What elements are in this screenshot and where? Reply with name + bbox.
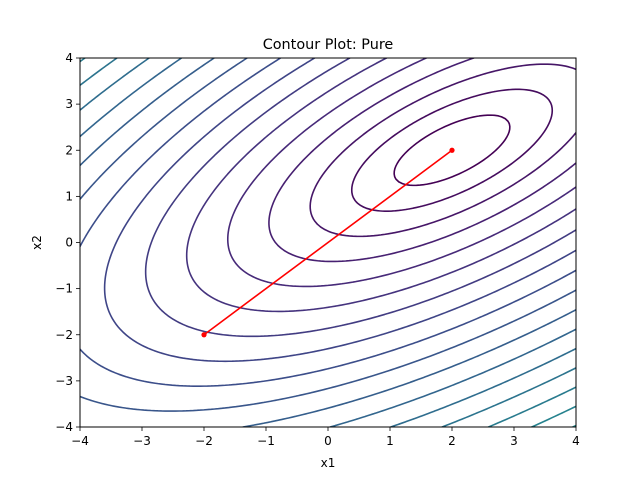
path-line — [203, 149, 453, 336]
y-tick-label: −4 — [55, 420, 73, 434]
y-axis-title: x2 — [30, 235, 44, 250]
contour-level-line — [144, 58, 576, 338]
x-tick-label: 1 — [386, 434, 394, 448]
contour-level-line — [268, 58, 576, 263]
y-axis: −4 −3 −2 −1 0 1 2 3 4 — [55, 51, 80, 434]
contour-level-line — [80, 58, 576, 427]
y-tick-label: 3 — [65, 97, 73, 111]
contour-level-line — [80, 58, 576, 427]
x-tick-label: −3 — [133, 434, 151, 448]
x-tick-label: −2 — [195, 434, 213, 448]
contour-level-line — [530, 405, 576, 427]
x-tick-label: 2 — [448, 434, 456, 448]
x-tick-label: 4 — [572, 434, 580, 448]
contour-level-line — [80, 58, 576, 412]
path-point — [201, 332, 207, 338]
x-tick-label: 0 — [324, 434, 332, 448]
path-point — [449, 147, 455, 153]
x-tick-label: −1 — [257, 434, 275, 448]
contour-level-line — [185, 58, 576, 313]
descent-path — [201, 147, 455, 338]
contour-level-line — [350, 88, 554, 212]
x-axis-title: x1 — [321, 456, 336, 470]
x-axis: −4 −3 −2 −1 0 1 2 3 4 — [71, 427, 580, 448]
x-tick-label: 3 — [510, 434, 518, 448]
y-tick-label: 2 — [65, 143, 73, 157]
contour-level-line — [226, 58, 576, 288]
y-tick-label: 0 — [65, 236, 73, 250]
contour-level-line — [309, 63, 576, 238]
contour-level-line — [80, 58, 576, 387]
contour-level-line — [103, 58, 576, 363]
y-tick-label: 1 — [65, 189, 73, 203]
contour-level-line — [80, 58, 576, 427]
y-tick-label: −2 — [55, 328, 73, 342]
y-tick-label: −3 — [55, 374, 73, 388]
contour-lines — [80, 58, 576, 427]
chart-title: Contour Plot: Pure — [263, 37, 394, 53]
y-tick-label: −1 — [55, 282, 73, 296]
y-tick-label: 4 — [65, 51, 73, 65]
x-tick-label: −4 — [71, 434, 89, 448]
